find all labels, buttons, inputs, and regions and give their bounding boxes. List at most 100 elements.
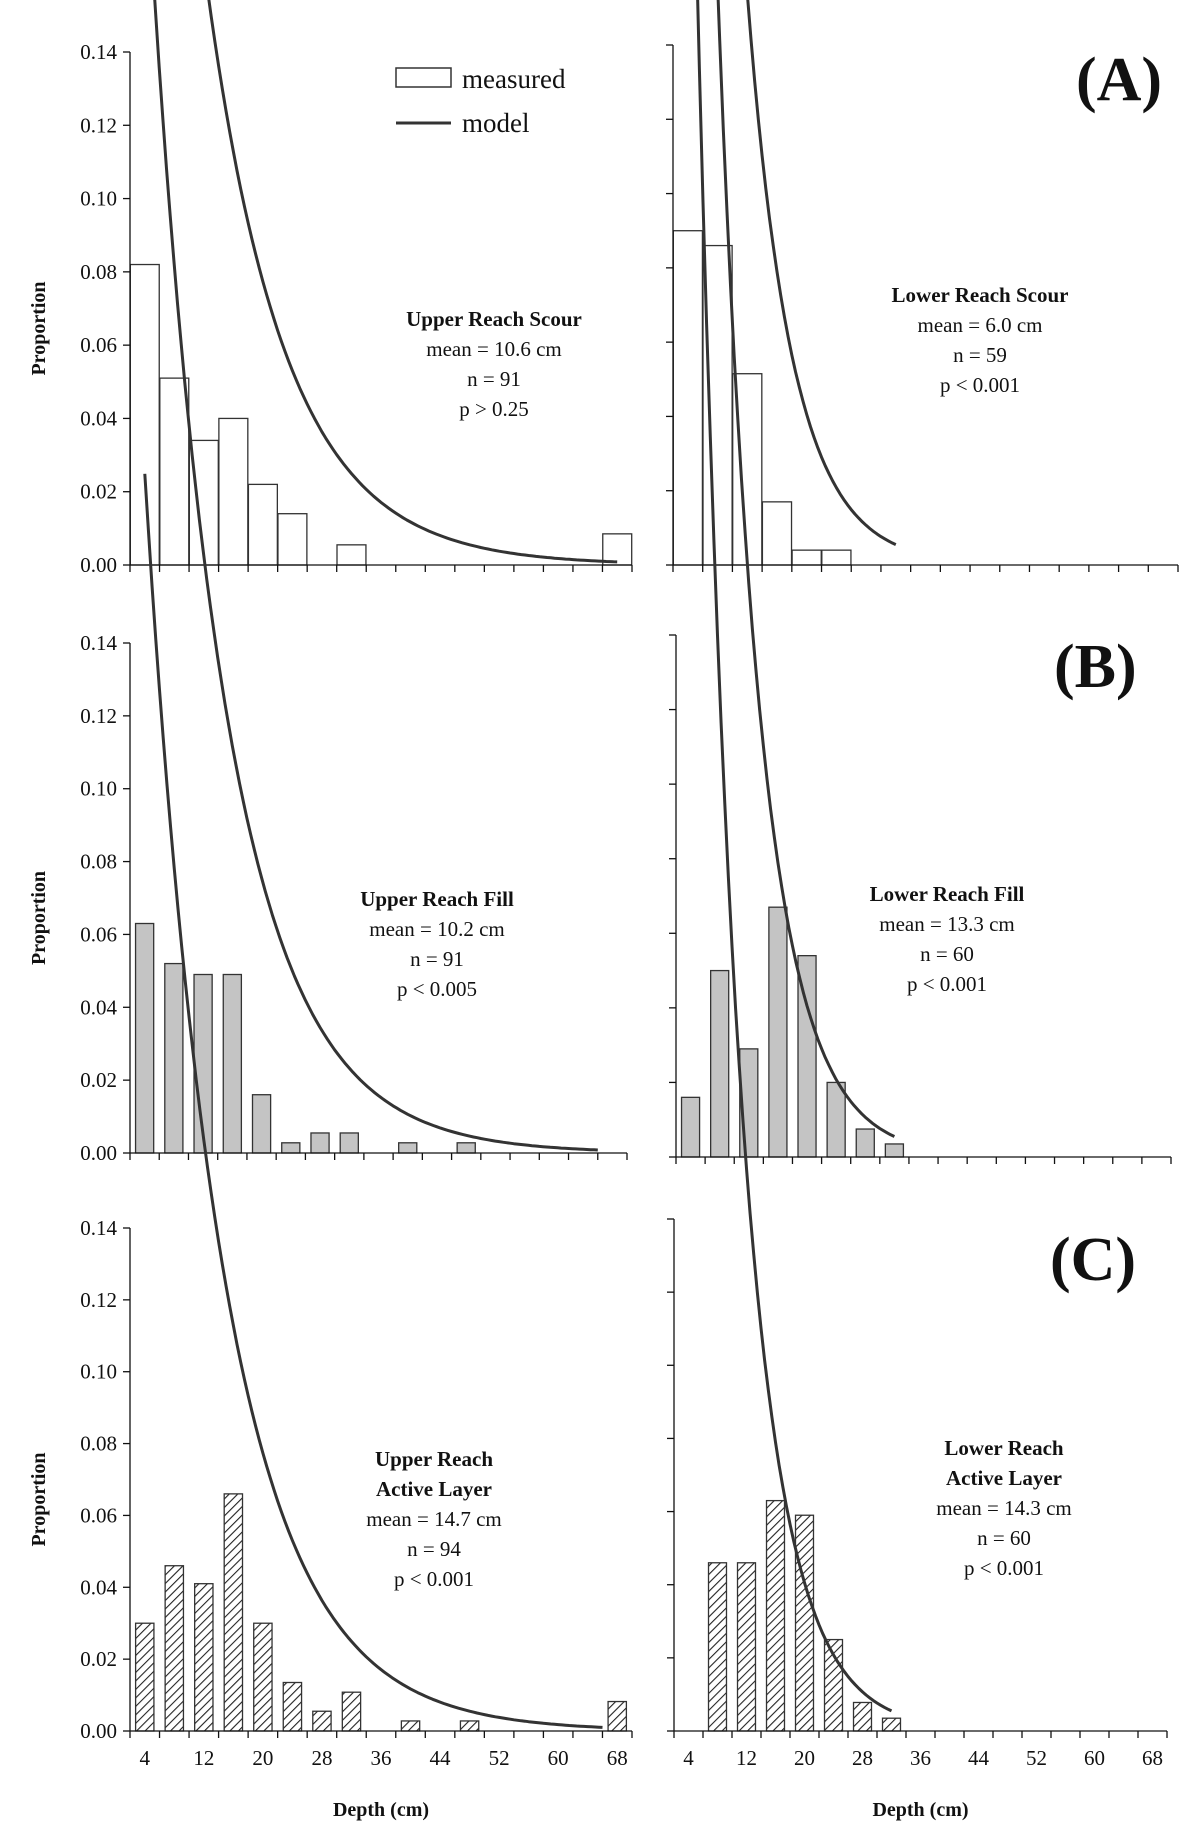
x-tick-label: 52 [1026, 1746, 1047, 1770]
bar [456, 1142, 476, 1154]
x-tick-label: 28 [311, 1746, 332, 1770]
bar [341, 1691, 362, 1732]
annotation-n: n = 94 [407, 1537, 461, 1561]
x-axis-title: Depth (cm) [872, 1799, 968, 1821]
annotation-p: p < 0.001 [940, 373, 1020, 397]
y-tick-label: 0.12 [80, 113, 117, 137]
x-tick-label: 68 [1142, 1746, 1163, 1770]
bar [194, 1583, 214, 1732]
annotation-n: n = 91 [410, 947, 464, 971]
annotation-title: Lower Reach Scour [892, 283, 1069, 307]
legend: measured model [395, 64, 566, 138]
y-tick-label: 0.14 [80, 40, 117, 64]
annotation-n: n = 60 [977, 1526, 1031, 1550]
annotation-mean: mean = 6.0 cm [918, 313, 1043, 337]
model-curve [153, 0, 598, 1152]
annotation-p: p < 0.001 [907, 972, 987, 996]
bar [710, 969, 730, 1158]
bar [826, 1081, 846, 1158]
y-tick-label: 0.12 [80, 704, 117, 728]
annotation-title: Lower Reach Fill [870, 882, 1025, 906]
bar [251, 1094, 272, 1154]
annotation-title: Upper Reach Scour [406, 307, 582, 331]
bar [310, 1132, 330, 1154]
x-tick-label: 36 [371, 1746, 392, 1770]
bar [607, 1700, 628, 1732]
bar [884, 1143, 905, 1158]
bar [253, 1622, 273, 1732]
annotation-p: p < 0.005 [397, 977, 477, 1001]
annotation-p: p < 0.001 [964, 1556, 1044, 1580]
y-tick-label: 0.08 [80, 850, 117, 874]
x-tick-label: 44 [968, 1746, 990, 1770]
model-curve [143, 473, 603, 1729]
x-tick-label: 12 [193, 1746, 214, 1770]
y-tick-label: 0.06 [80, 1503, 117, 1527]
bar [277, 513, 308, 566]
bar [398, 1142, 418, 1154]
y-tick-label: 0.02 [80, 1647, 117, 1671]
legend-measured-label: measured [462, 64, 566, 94]
bar [282, 1681, 303, 1732]
annotation-title: Lower Reach [944, 1436, 1063, 1460]
annotation-mean: mean = 14.7 cm [366, 1507, 501, 1531]
x-tick-label: 28 [852, 1746, 873, 1770]
bar [312, 1710, 332, 1732]
bar [164, 1565, 185, 1732]
y-tick-label: 0.02 [80, 1068, 117, 1092]
bar [672, 230, 704, 566]
bar [855, 1128, 875, 1158]
bar [129, 263, 160, 566]
y-tick-label: 0.04 [80, 406, 117, 430]
bar [336, 544, 367, 566]
y-tick-label: 0.06 [80, 333, 117, 357]
annotation-title: Upper Reach [375, 1447, 493, 1471]
x-tick-label: 36 [910, 1746, 931, 1770]
annotation-title: Active Layer [376, 1477, 492, 1501]
bar [821, 549, 852, 566]
y-tick-label: 0.04 [80, 1575, 117, 1599]
legend-model-label: model [462, 108, 530, 138]
bar [247, 483, 279, 566]
y-tick-label: 0.14 [80, 631, 117, 655]
bar [222, 973, 243, 1154]
annotation-p: p > 0.25 [459, 397, 529, 421]
annotation-n: n = 60 [920, 942, 974, 966]
annotation-n: n = 59 [953, 343, 1007, 367]
bar [459, 1720, 480, 1732]
x-tick-label: 12 [736, 1746, 757, 1770]
bar [400, 1720, 421, 1732]
annotation-title: Active Layer [946, 1466, 1062, 1490]
annotation-mean: mean = 14.3 cm [936, 1496, 1071, 1520]
y-axis-title: Proportion [28, 871, 50, 965]
y-axis-title: Proportion [28, 1452, 50, 1546]
chart-upper-reach-fill: 0.00 0.02 0.04 0.06 0.08 0.10 0.12 0.14 Proporti… [28, 0, 628, 1165]
model-curve [207, 0, 618, 564]
x-axis-title: Depth (cm) [333, 1799, 429, 1821]
bar [768, 906, 788, 1158]
x-tick-label: 20 [252, 1746, 273, 1770]
x-tick-label: 52 [489, 1746, 510, 1770]
bar [761, 501, 793, 566]
annotation-mean: mean = 10.2 cm [369, 917, 504, 941]
x-tick-label: 60 [1084, 1746, 1105, 1770]
bar [794, 1514, 815, 1732]
model-curve [716, 0, 896, 1138]
bar [736, 1562, 757, 1732]
y-tick-label: 0.00 [80, 1141, 117, 1165]
x-tick-label: 68 [607, 1746, 628, 1770]
y-axis-title: Proportion [28, 281, 50, 375]
y-tick-label: 0.10 [80, 777, 117, 801]
bar [159, 377, 190, 566]
y-tick-label: 0.08 [80, 260, 117, 284]
bar [680, 1096, 701, 1158]
bar [852, 1701, 873, 1732]
bar [707, 1562, 728, 1732]
x-tick-label: 44 [430, 1746, 452, 1770]
legend-measured-swatch [395, 67, 452, 88]
bar [134, 1622, 155, 1732]
panel-label-b: (B) [1054, 633, 1137, 701]
bar [881, 1717, 902, 1732]
bar [223, 1493, 244, 1732]
